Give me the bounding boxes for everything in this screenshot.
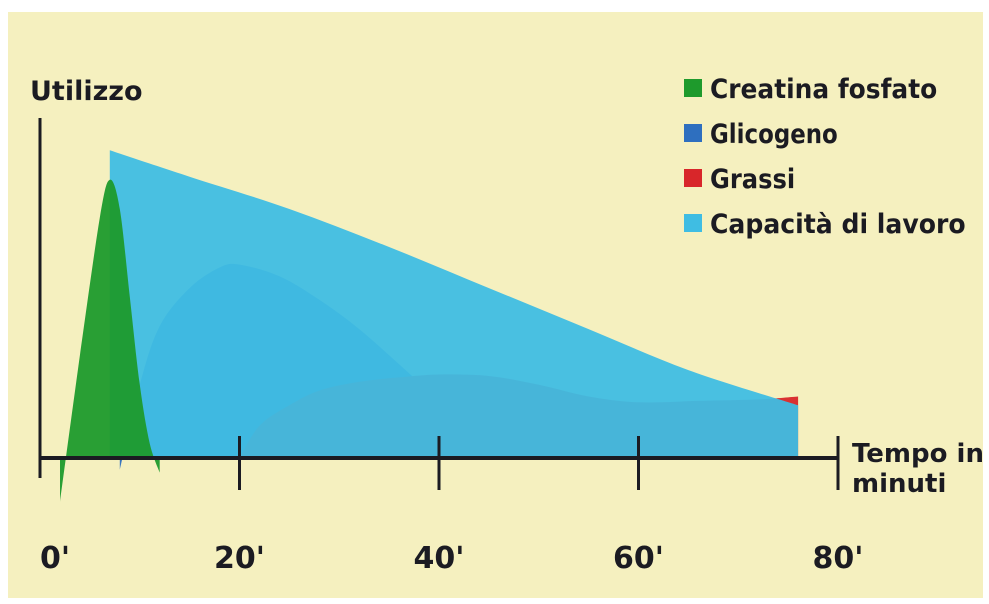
x-ticks [238, 436, 840, 490]
x-tick-label: 0' [40, 541, 70, 576]
x-tick-label: 20' [214, 541, 265, 576]
x-axis-label-line2: minuti [852, 469, 946, 499]
x-tick-label: 40' [414, 541, 465, 576]
legend-label-capacita-di-lavoro: Capacità di lavoro [710, 209, 966, 240]
legend-swatch-glicogeno [684, 124, 702, 142]
series-layer [60, 150, 799, 502]
series-area-creatina-fosfato [60, 179, 160, 502]
y-axis-label: Utilizzo [30, 76, 143, 107]
x-tick-label: 60' [613, 541, 664, 576]
axes [38, 118, 840, 490]
legend-swatch-creatina-fosfato [684, 79, 702, 97]
legend-label-glicogeno: Glicogeno [710, 119, 838, 150]
legend-swatch-grassi [684, 169, 702, 187]
x-axis-label-line1: Tempo in [852, 439, 984, 469]
legend: Creatina fosfato Glicogeno Grassi Capacità … [684, 74, 966, 240]
series-area-capacita-di-lavoro [109, 150, 799, 459]
legend-label-grassi: Grassi [710, 164, 795, 195]
legend-swatch-capacita-di-lavoro [684, 214, 702, 232]
x-tick-labels: 0' 20' 40' 60' 80' [40, 541, 863, 576]
legend-label-creatina-fosfato: Creatina fosfato [710, 74, 937, 105]
x-tick-label: 80' [813, 541, 864, 576]
